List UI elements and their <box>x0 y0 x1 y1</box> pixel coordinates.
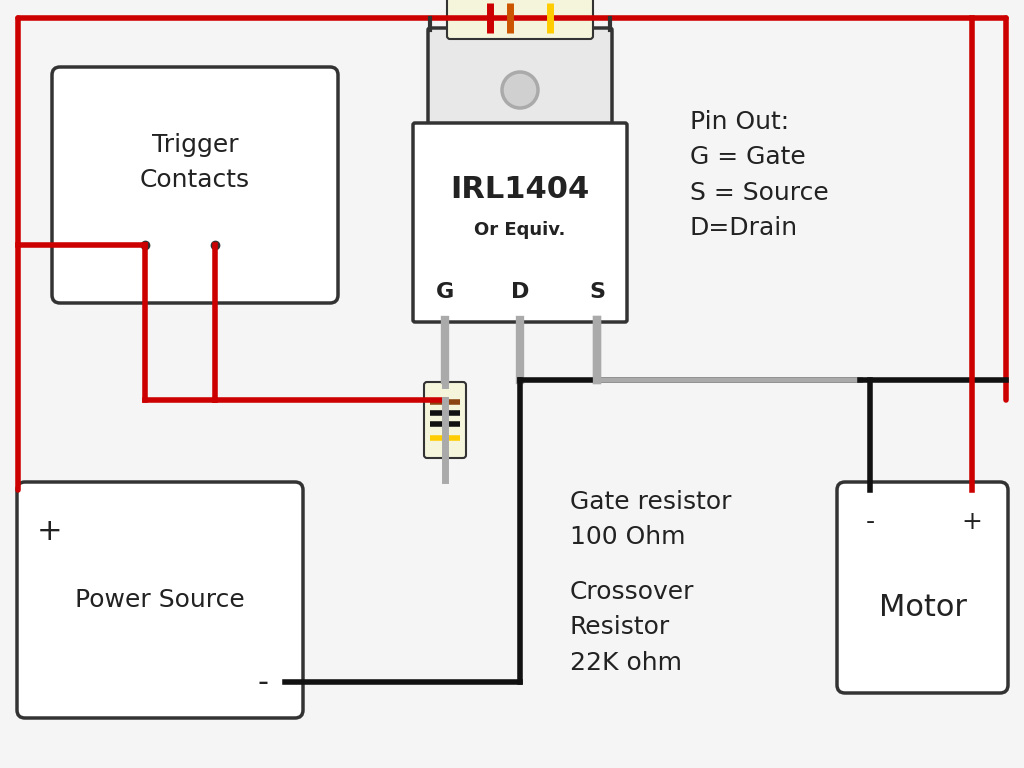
Text: +: + <box>962 510 982 534</box>
FancyBboxPatch shape <box>428 28 612 162</box>
FancyBboxPatch shape <box>413 123 627 322</box>
Text: Gate resistor
100 Ohm: Gate resistor 100 Ohm <box>570 490 731 549</box>
Text: D: D <box>511 282 529 302</box>
Text: Pin Out:
G = Gate
S = Source
D=Drain: Pin Out: G = Gate S = Source D=Drain <box>690 110 828 240</box>
Text: S: S <box>589 282 605 302</box>
Text: Crossover
Resistor
22K ohm: Crossover Resistor 22K ohm <box>570 580 694 675</box>
Text: Motor: Motor <box>879 593 967 622</box>
FancyBboxPatch shape <box>447 0 593 39</box>
Text: Or Equiv.: Or Equiv. <box>474 221 565 239</box>
Circle shape <box>502 72 538 108</box>
Text: -: - <box>257 667 268 697</box>
FancyBboxPatch shape <box>424 382 466 458</box>
FancyBboxPatch shape <box>837 482 1008 693</box>
Text: +: + <box>37 518 62 547</box>
Text: G: G <box>436 282 454 302</box>
Text: IRL1404: IRL1404 <box>451 176 590 204</box>
FancyBboxPatch shape <box>17 482 303 718</box>
Text: -: - <box>865 510 874 534</box>
Text: Power Source: Power Source <box>75 588 245 612</box>
Text: Contacts: Contacts <box>140 168 250 192</box>
FancyBboxPatch shape <box>52 67 338 303</box>
Text: Trigger: Trigger <box>152 133 239 157</box>
